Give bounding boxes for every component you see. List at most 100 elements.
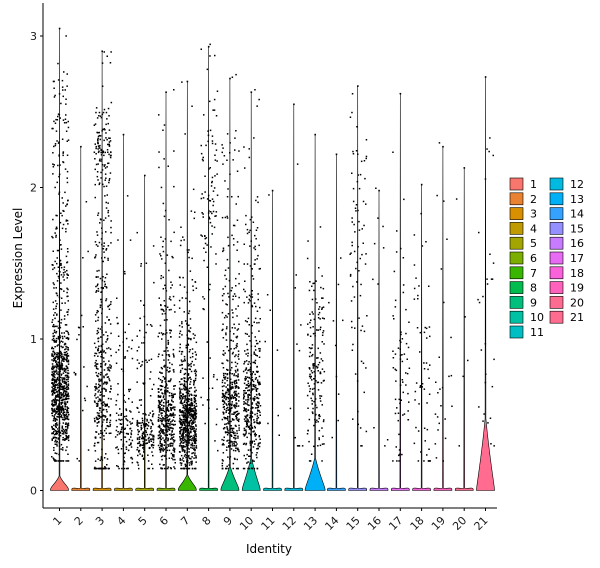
x-tick-label-9: 9 bbox=[221, 514, 235, 528]
max-point-18 bbox=[420, 183, 423, 186]
points-14 bbox=[328, 153, 344, 439]
points-2 bbox=[73, 145, 90, 462]
violin-body-21 bbox=[476, 76, 495, 491]
points-4 bbox=[114, 133, 134, 470]
legend-item-9: 9 bbox=[509, 296, 537, 309]
violin-15 bbox=[348, 85, 367, 491]
points-11 bbox=[264, 189, 280, 436]
legend-label-8: 8 bbox=[530, 282, 537, 295]
x-tick-label-17: 17 bbox=[386, 514, 405, 533]
legend-label-2: 2 bbox=[530, 193, 537, 206]
violin-body-7 bbox=[178, 81, 197, 491]
legend-label-17: 17 bbox=[570, 252, 584, 265]
violin-body-13 bbox=[304, 134, 326, 491]
legend-item-10: 10 bbox=[509, 310, 544, 324]
violin-body-15 bbox=[348, 85, 367, 491]
legend-item-20: 20 bbox=[549, 296, 584, 309]
legend-key-12 bbox=[549, 177, 564, 191]
legend-item-14: 14 bbox=[549, 207, 584, 221]
violin-body-2 bbox=[71, 146, 91, 491]
legend-label-19: 19 bbox=[570, 282, 584, 295]
points-13 bbox=[306, 133, 326, 462]
legend-label-16: 16 bbox=[570, 237, 584, 250]
max-point-9 bbox=[229, 77, 231, 80]
x-tick-label-2: 2 bbox=[72, 514, 86, 528]
legend-label-11: 11 bbox=[530, 326, 544, 339]
points-6 bbox=[157, 89, 176, 470]
legend-label-13: 13 bbox=[570, 193, 584, 206]
x-tick-label-21: 21 bbox=[472, 514, 491, 533]
max-point-15 bbox=[357, 85, 359, 87]
legend-key-15 bbox=[549, 222, 564, 235]
points-18 bbox=[413, 183, 431, 462]
max-point-19 bbox=[442, 145, 444, 148]
legend-item-8: 8 bbox=[509, 281, 537, 295]
legend-label-3: 3 bbox=[530, 208, 537, 221]
legend-key-7 bbox=[509, 266, 524, 280]
points-16 bbox=[372, 187, 389, 447]
legend-item-3: 3 bbox=[509, 207, 537, 221]
max-point-21 bbox=[484, 76, 487, 78]
legend-key-19 bbox=[549, 281, 564, 294]
legend-key-3 bbox=[509, 207, 524, 220]
violin-body-20 bbox=[454, 167, 474, 491]
legend-item-12: 12 bbox=[549, 177, 584, 191]
violin-5 bbox=[135, 175, 154, 491]
legend-item-5: 5 bbox=[509, 236, 537, 250]
legend-key-4 bbox=[509, 222, 524, 235]
x-tick-label-3: 3 bbox=[93, 514, 107, 528]
legend-label-1: 1 bbox=[530, 178, 537, 191]
legend-key-10 bbox=[509, 310, 524, 324]
x-tick-label-1: 1 bbox=[50, 514, 64, 528]
jitter-points bbox=[51, 27, 495, 470]
legend-item-6: 6 bbox=[509, 251, 537, 265]
x-tick-label-15: 15 bbox=[344, 514, 363, 533]
x-tick-label-4: 4 bbox=[114, 514, 128, 528]
max-point-8 bbox=[207, 45, 210, 48]
x-tick-label-12: 12 bbox=[280, 514, 299, 533]
y-tick-label-0: 0 bbox=[30, 485, 37, 498]
x-tick-label-6: 6 bbox=[157, 514, 171, 528]
max-point-17 bbox=[399, 92, 402, 95]
legend-key-17 bbox=[549, 251, 564, 265]
violin-body-10 bbox=[241, 92, 261, 491]
x-tick-label-20: 20 bbox=[450, 514, 469, 533]
violin-20 bbox=[454, 167, 474, 491]
x-axis-title: Identity bbox=[246, 542, 292, 556]
x-tick-label-18: 18 bbox=[408, 514, 427, 533]
legend-key-9 bbox=[509, 296, 524, 309]
max-point-11 bbox=[271, 189, 274, 192]
y-tick-label-3: 3 bbox=[30, 30, 37, 43]
points-20 bbox=[455, 167, 469, 447]
legend-label-9: 9 bbox=[530, 296, 537, 309]
x-tick-label-14: 14 bbox=[322, 514, 341, 533]
violin-body-16 bbox=[369, 190, 389, 491]
legend-label-6: 6 bbox=[530, 252, 537, 265]
max-point-4 bbox=[122, 133, 125, 136]
violin-18 bbox=[412, 184, 431, 491]
y-tick-label-2: 2 bbox=[30, 182, 37, 195]
points-3 bbox=[93, 50, 113, 470]
legend-item-2: 2 bbox=[509, 192, 537, 206]
legend-item-7: 7 bbox=[509, 266, 537, 280]
violin-3 bbox=[92, 51, 112, 491]
violin-body-8 bbox=[199, 46, 218, 491]
points-17 bbox=[392, 92, 411, 462]
y-tick-label-1: 1 bbox=[30, 333, 37, 346]
violin-shapes bbox=[50, 28, 495, 491]
legend-item-18: 18 bbox=[549, 266, 584, 280]
max-point-13 bbox=[314, 133, 316, 136]
violin-body-14 bbox=[327, 154, 346, 491]
legend-label-15: 15 bbox=[570, 222, 584, 235]
x-tick-label-7: 7 bbox=[178, 514, 192, 528]
points-9 bbox=[221, 73, 240, 470]
legend-key-20 bbox=[549, 296, 564, 309]
legend-item-21: 21 bbox=[549, 310, 584, 324]
y-axis-title: Expression Level bbox=[11, 208, 25, 309]
max-point-7 bbox=[186, 80, 189, 83]
max-point-14 bbox=[335, 153, 338, 156]
violin-body-12 bbox=[284, 104, 304, 491]
points-21 bbox=[477, 76, 495, 447]
max-point-5 bbox=[144, 174, 146, 177]
legend-item-13: 13 bbox=[549, 192, 584, 206]
